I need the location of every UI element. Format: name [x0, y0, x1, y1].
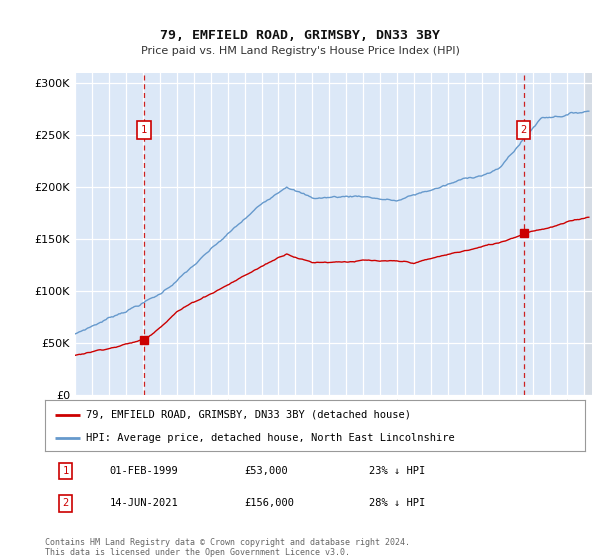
Text: 01-FEB-1999: 01-FEB-1999 — [110, 466, 179, 476]
Text: 23% ↓ HPI: 23% ↓ HPI — [369, 466, 425, 476]
Text: £53,000: £53,000 — [245, 466, 289, 476]
Text: 1: 1 — [62, 466, 68, 476]
Text: 1: 1 — [141, 125, 148, 135]
Bar — [584, 73, 592, 395]
Text: HPI: Average price, detached house, North East Lincolnshire: HPI: Average price, detached house, Nort… — [86, 433, 454, 443]
Text: Contains HM Land Registry data © Crown copyright and database right 2024.
This d: Contains HM Land Registry data © Crown c… — [45, 538, 410, 557]
Text: 79, EMFIELD ROAD, GRIMSBY, DN33 3BY: 79, EMFIELD ROAD, GRIMSBY, DN33 3BY — [160, 29, 440, 42]
Text: £156,000: £156,000 — [245, 498, 295, 508]
Text: Price paid vs. HM Land Registry's House Price Index (HPI): Price paid vs. HM Land Registry's House … — [140, 46, 460, 56]
Text: 79, EMFIELD ROAD, GRIMSBY, DN33 3BY (detached house): 79, EMFIELD ROAD, GRIMSBY, DN33 3BY (det… — [86, 409, 410, 419]
Text: 2: 2 — [62, 498, 68, 508]
Text: 14-JUN-2021: 14-JUN-2021 — [110, 498, 179, 508]
Text: 2: 2 — [520, 125, 527, 135]
Text: 28% ↓ HPI: 28% ↓ HPI — [369, 498, 425, 508]
